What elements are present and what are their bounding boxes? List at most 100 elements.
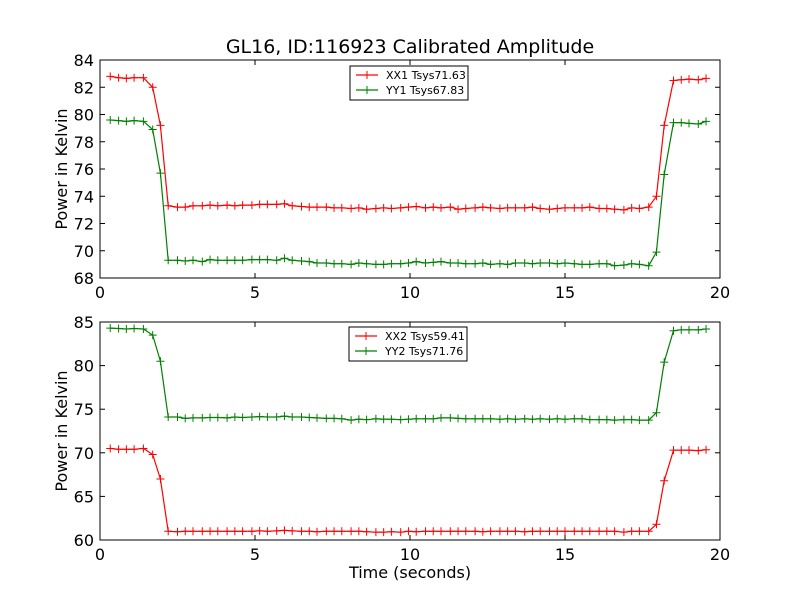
- data-point-marker: [511, 527, 520, 536]
- data-point-marker: [528, 415, 537, 424]
- data-point-marker: [702, 445, 711, 454]
- data-point-marker: [213, 256, 222, 265]
- x-tick-label: 0: [95, 283, 105, 302]
- data-point-marker: [189, 201, 197, 210]
- x-tick-label: 10: [400, 283, 420, 302]
- data-point-marker: [362, 259, 371, 268]
- y-tick-label: 68: [74, 269, 94, 288]
- data-point-marker: [263, 255, 272, 264]
- legend-marker: [363, 86, 371, 94]
- data-point-marker: [478, 414, 487, 423]
- data-point-marker: [122, 445, 131, 454]
- data-point-marker: [230, 256, 239, 265]
- data-point-marker: [354, 203, 363, 212]
- top-panel: 0 5 10 15 20 68 70 72 74 76 78 80 82 84 Power in Kelvi…: [52, 51, 730, 302]
- y-tick-label: 60: [74, 531, 94, 550]
- data-point-marker: [412, 527, 421, 536]
- y-tick-label: 65: [74, 487, 94, 506]
- y-tick-label: 85: [74, 313, 94, 332]
- data-point-marker: [578, 527, 587, 536]
- data-point-marker: [610, 527, 619, 536]
- data-point-marker: [478, 259, 487, 268]
- data-point-marker: [644, 203, 653, 212]
- data-point-marker: [602, 259, 611, 268]
- chart-title: GL16, ID:116923 Calibrated Amplitude: [226, 36, 594, 58]
- data-point-marker: [238, 527, 247, 536]
- data-point-marker: [503, 527, 512, 536]
- data-point-marker: [247, 255, 256, 264]
- data-point-marker: [122, 74, 131, 83]
- data-point-marker: [602, 204, 611, 213]
- data-point-marker: [288, 413, 297, 422]
- data-point-marker: [627, 259, 636, 268]
- data-point-marker: [173, 256, 182, 265]
- data-point-marker: [454, 527, 463, 536]
- data-point-marker: [495, 204, 504, 213]
- data-point-marker: [156, 121, 165, 130]
- data-point-marker: [387, 415, 396, 424]
- data-point-marker: [652, 248, 661, 257]
- data-point-marker: [213, 201, 222, 210]
- data-point-marker: [635, 527, 644, 536]
- x-tick-label: 20: [710, 283, 730, 302]
- data-point-marker: [347, 204, 356, 213]
- data-point-marker: [528, 203, 537, 212]
- data-point-marker: [677, 446, 686, 455]
- data-point-marker: [694, 325, 703, 334]
- data-point-marker: [114, 324, 123, 333]
- data-point-marker: [139, 117, 148, 126]
- data-point-marker: [685, 446, 693, 455]
- data-point-marker: [173, 527, 182, 536]
- data-point-marker: [412, 202, 421, 211]
- data-point-marker: [322, 203, 331, 212]
- data-point-marker: [619, 205, 628, 214]
- data-point-marker: [454, 205, 463, 214]
- data-point-marker: [272, 200, 281, 209]
- data-point-marker: [106, 72, 115, 81]
- data-point-marker: [238, 201, 247, 210]
- data-point-marker: [495, 415, 504, 424]
- data-point-marker: [644, 261, 653, 270]
- data-point-marker: [669, 446, 678, 455]
- data-point-marker: [429, 527, 438, 536]
- data-point-marker: [354, 415, 363, 424]
- data-point-marker: [263, 200, 272, 209]
- data-point-marker: [553, 204, 562, 213]
- data-point-marker: [213, 527, 222, 536]
- y-tick-label: 80: [74, 357, 94, 376]
- data-point-marker: [213, 413, 222, 422]
- data-point-marker: [362, 415, 371, 424]
- data-point-marker: [139, 324, 148, 333]
- data-point-marker: [520, 527, 529, 536]
- data-point-marker: [561, 203, 569, 212]
- data-point-marker: [652, 520, 661, 529]
- data-point-marker: [503, 260, 512, 269]
- data-point-marker: [595, 259, 604, 268]
- data-point-marker: [313, 259, 321, 268]
- data-point-marker: [322, 259, 331, 268]
- bottom-panel: 0 5 10 15 20 60 65 70 75 80 85 Power in Kelvin XX2 T…: [52, 313, 730, 564]
- data-point-marker: [297, 527, 306, 536]
- data-point-marker: [421, 203, 430, 212]
- data-point-marker: [437, 203, 445, 212]
- data-point-marker: [322, 414, 331, 423]
- legend-entry-label: YY1 Tsys67.83: [385, 84, 464, 97]
- data-point-marker: [429, 414, 438, 423]
- y-tick-label: 75: [74, 400, 94, 419]
- data-point-marker: [570, 203, 579, 212]
- data-point-marker: [354, 259, 363, 268]
- data-point-marker: [694, 120, 703, 129]
- data-point-marker: [322, 527, 331, 536]
- data-point-marker: [230, 527, 239, 536]
- y-tick-label: 72: [74, 215, 94, 234]
- data-point-marker: [305, 413, 314, 422]
- data-point-marker: [164, 256, 173, 265]
- data-point-marker: [404, 415, 413, 424]
- data-point-marker: [446, 259, 455, 268]
- data-point-marker: [585, 203, 594, 212]
- data-point-marker: [288, 526, 297, 535]
- data-point-marker: [297, 256, 306, 265]
- data-point-marker: [362, 205, 371, 214]
- data-point-marker: [585, 260, 594, 269]
